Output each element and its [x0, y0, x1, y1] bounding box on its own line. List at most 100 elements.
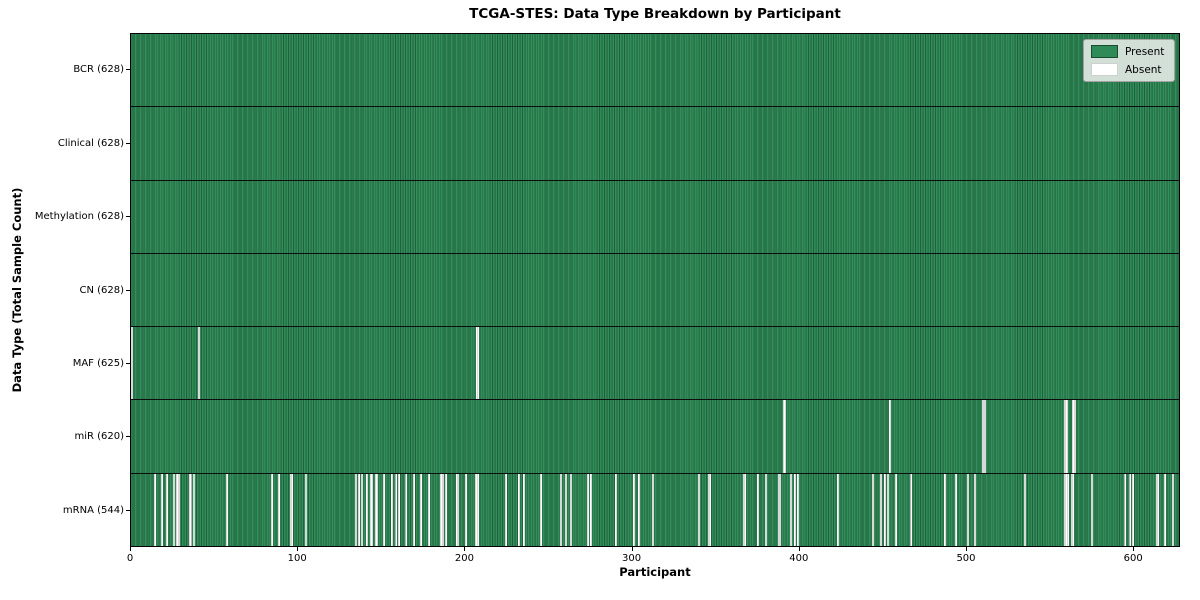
- absent-stripe: [226, 473, 229, 546]
- absent-stripe: [793, 473, 796, 546]
- absent-stripe: [1128, 473, 1132, 546]
- absent-stripe: [277, 473, 280, 546]
- absent-stripe: [1090, 473, 1093, 546]
- absent-stripe: [419, 473, 422, 546]
- absent-stripe: [1123, 473, 1127, 546]
- absent-stripe: [783, 400, 786, 473]
- heatmap-row-clinical: [131, 107, 1179, 181]
- absent-stripe: [189, 473, 192, 546]
- x-tick-mark: [1133, 547, 1135, 551]
- y-tick-label-clinical: Clinical (628): [57, 137, 124, 149]
- heatmap-row-methylation: [131, 180, 1179, 254]
- heatmap-row-maf: [131, 327, 1179, 401]
- absent-stripe: [177, 473, 180, 546]
- absent-stripe: [880, 473, 883, 546]
- legend: Present Absent: [1083, 39, 1176, 82]
- legend-entry-absent: Absent: [1091, 63, 1164, 76]
- absent-stripe: [886, 473, 890, 546]
- absent-stripe: [357, 473, 361, 546]
- x-tick-label: 200: [454, 553, 474, 564]
- absent-stripe: [967, 473, 970, 546]
- x-tick-label: 100: [287, 553, 307, 564]
- legend-entry-present: Present: [1091, 45, 1164, 58]
- absent-stripe: [1065, 473, 1068, 546]
- absent-stripe: [428, 473, 431, 546]
- absent-stripe: [523, 473, 526, 546]
- absent-stripe: [982, 400, 985, 473]
- absent-stripe: [1063, 400, 1066, 473]
- absent-stripe: [883, 473, 886, 546]
- absent-stripe: [633, 473, 636, 546]
- absent-stripe: [743, 473, 746, 546]
- heatmap-row-mrna: [131, 473, 1179, 546]
- y-tick-mark: [126, 69, 130, 71]
- absent-stripe: [943, 473, 946, 546]
- y-tick-label-mir: miR (620): [74, 431, 124, 443]
- legend-label-present: Present: [1125, 45, 1165, 58]
- legend-label-absent: Absent: [1125, 63, 1162, 76]
- x-tick-label: 500: [956, 553, 976, 564]
- x-tick-mark: [130, 547, 131, 551]
- absent-stripe: [271, 473, 274, 546]
- absent-stripe: [1072, 400, 1075, 473]
- y-tick-mark: [126, 216, 130, 218]
- x-tick-mark: [965, 547, 967, 551]
- absent-stripe: [369, 473, 372, 546]
- absent-stripe: [456, 473, 459, 546]
- absent-stripe: [366, 473, 369, 546]
- absent-stripe: [614, 473, 618, 546]
- absent-stripe: [304, 473, 307, 546]
- absent-stripe: [586, 473, 589, 546]
- absent-stripe: [708, 473, 711, 546]
- plot-area: [130, 33, 1180, 547]
- absent-stripe: [871, 473, 875, 546]
- x-tick-label: 0: [126, 553, 134, 564]
- absent-stripe: [888, 400, 891, 473]
- absent-stripe: [166, 473, 169, 546]
- absent-stripe: [382, 473, 386, 546]
- absent-stripe: [441, 473, 444, 546]
- x-tick-label: 600: [1123, 553, 1143, 564]
- heatmap-row-mir: [131, 400, 1179, 474]
- absent-stripe: [439, 473, 442, 546]
- absent-stripe: [983, 400, 986, 473]
- absent-stripe: [444, 473, 447, 546]
- absent-stripe: [569, 473, 572, 546]
- absent-stripe: [765, 473, 768, 546]
- absent-stripe: [1072, 473, 1075, 546]
- absent-stripe: [394, 473, 397, 546]
- absent-stripe: [559, 473, 562, 546]
- absent-stripe: [476, 327, 479, 400]
- absent-stripe: [172, 473, 175, 546]
- y-tick-label-cn: CN (628): [79, 284, 124, 296]
- absent-stripe: [1023, 473, 1026, 546]
- absent-stripe: [638, 473, 641, 546]
- x-tick-mark: [631, 547, 633, 551]
- x-tick-label: 300: [622, 553, 642, 564]
- absent-stripe: [404, 473, 407, 546]
- y-tick-label-methylation: Methylation (628): [34, 211, 124, 223]
- absent-stripe: [756, 473, 759, 546]
- x-tick-mark: [464, 547, 466, 551]
- present-swatch-icon: [1091, 45, 1118, 58]
- absent-stripe: [289, 473, 292, 546]
- absent-stripe: [564, 473, 567, 546]
- absent-stripe: [973, 473, 976, 546]
- absent-stripe: [161, 473, 164, 546]
- x-tick-label: 400: [789, 553, 809, 564]
- absent-stripe: [1163, 473, 1167, 546]
- absent-stripe: [398, 473, 401, 546]
- chart-title: TCGA-STES: Data Type Breakdown by Partic…: [469, 6, 841, 22]
- absent-stripe: [154, 473, 157, 546]
- y-tick-mark: [126, 289, 130, 291]
- absent-stripe: [1063, 473, 1066, 546]
- absent-stripe: [1172, 473, 1175, 546]
- heatmap-row-cn: [131, 253, 1179, 328]
- absent-stripe: [361, 473, 364, 546]
- absent-stripe: [354, 473, 357, 546]
- absent-stripe: [698, 473, 701, 546]
- absent-stripe: [464, 473, 467, 546]
- y-tick-mark: [126, 436, 130, 438]
- y-tick-label-maf: MAF (625): [72, 357, 124, 369]
